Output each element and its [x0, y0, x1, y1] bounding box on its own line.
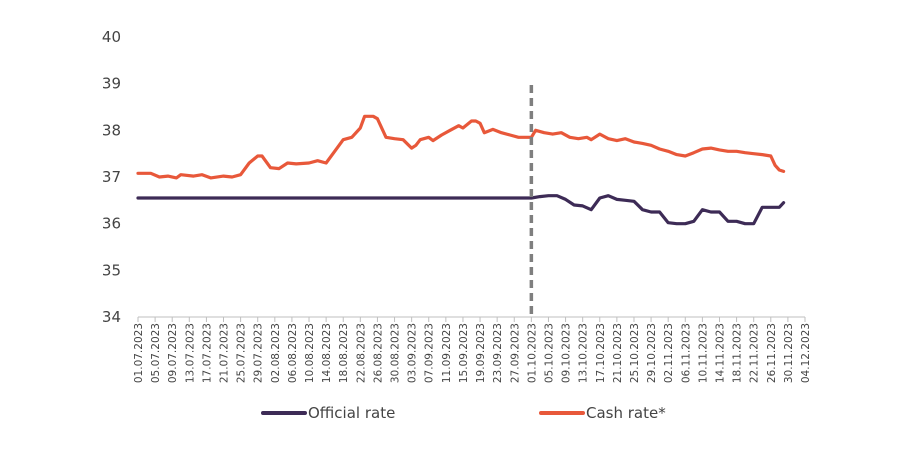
y-tick-label: 39 [102, 75, 121, 93]
series-line-official-rate [136, 194, 786, 226]
x-tick-label: 19.09.2023 [475, 323, 487, 383]
x-tick-label: 23.09.2023 [492, 323, 504, 383]
x-tick-label: 01.07.2023 [133, 323, 145, 383]
x-tick-label: 26.08.2023 [372, 323, 384, 383]
x-tick-label: 13.10.2023 [578, 323, 590, 383]
y-tick-label: 40 [102, 28, 121, 46]
y-tick-label: 36 [102, 215, 121, 233]
x-tick-label: 14.08.2023 [321, 323, 333, 383]
y-tick-label: 38 [102, 121, 121, 139]
y-axis: 34 35 36 37 38 39 40 [102, 28, 121, 326]
x-tick-label: 18.11.2023 [732, 323, 744, 383]
x-tick-label: 05.10.2023 [543, 323, 555, 383]
x-tick-label: 06.11.2023 [680, 323, 692, 383]
x-tick-label: 11.09.2023 [441, 323, 453, 383]
x-tick-label: 02.11.2023 [663, 323, 675, 383]
x-tick-label: 30.08.2023 [390, 323, 402, 383]
x-tick-label: 10.11.2023 [697, 323, 709, 383]
legend-label: Cash rate* [586, 404, 666, 422]
x-tick-label: 30.11.2023 [783, 323, 795, 383]
x-tick-label: 01.10.2023 [526, 323, 538, 383]
x-tick-label: 05.07.2023 [150, 323, 162, 383]
legend: Official rate Cash rate* [261, 404, 666, 422]
x-tick-label: 17.10.2023 [595, 323, 607, 383]
x-tick-label: 13.07.2023 [184, 323, 196, 383]
legend-label: Official rate [308, 404, 395, 422]
x-tick-label: 07.09.2023 [424, 323, 436, 383]
x-tick-label: 14.11.2023 [714, 323, 726, 383]
x-tick-label: 04.12.2023 [800, 323, 812, 383]
x-tick-label: 29.10.2023 [646, 323, 658, 383]
x-tick-label: 22.08.2023 [355, 323, 367, 383]
x-tick-label: 22.11.2023 [749, 323, 761, 383]
x-tick-label: 15.09.2023 [458, 323, 470, 383]
x-tick-label: 29.07.2023 [253, 323, 265, 383]
x-tick-label: 18.08.2023 [338, 323, 350, 383]
x-tick-label: 26.11.2023 [766, 323, 778, 383]
x-tick-label: 21.07.2023 [219, 323, 231, 383]
x-axis: 01.07.2023 05.07.2023 09.07.2023 13.07.2023… [133, 316, 812, 383]
x-tick-label: 09.07.2023 [167, 323, 179, 383]
x-tick-label: 06.08.2023 [287, 323, 299, 383]
x-tick-label: 10.08.2023 [304, 323, 316, 383]
x-tick-label: 02.08.2023 [270, 323, 282, 383]
series-layer [136, 85, 786, 317]
y-tick-label: 34 [102, 308, 121, 326]
x-tick-label: 27.09.2023 [509, 323, 521, 383]
x-tick-label: 03.09.2023 [407, 323, 419, 383]
series-line-cash-rate [136, 114, 786, 180]
y-tick-label: 35 [102, 261, 121, 279]
x-tick-label: 25.07.2023 [236, 323, 248, 383]
x-tick-label: 25.10.2023 [629, 323, 641, 383]
x-tick-label: 09.10.2023 [561, 323, 573, 383]
y-tick-label: 37 [102, 168, 121, 186]
x-tick-label: 17.07.2023 [201, 323, 213, 383]
x-tick-label: 21.10.2023 [612, 323, 624, 383]
